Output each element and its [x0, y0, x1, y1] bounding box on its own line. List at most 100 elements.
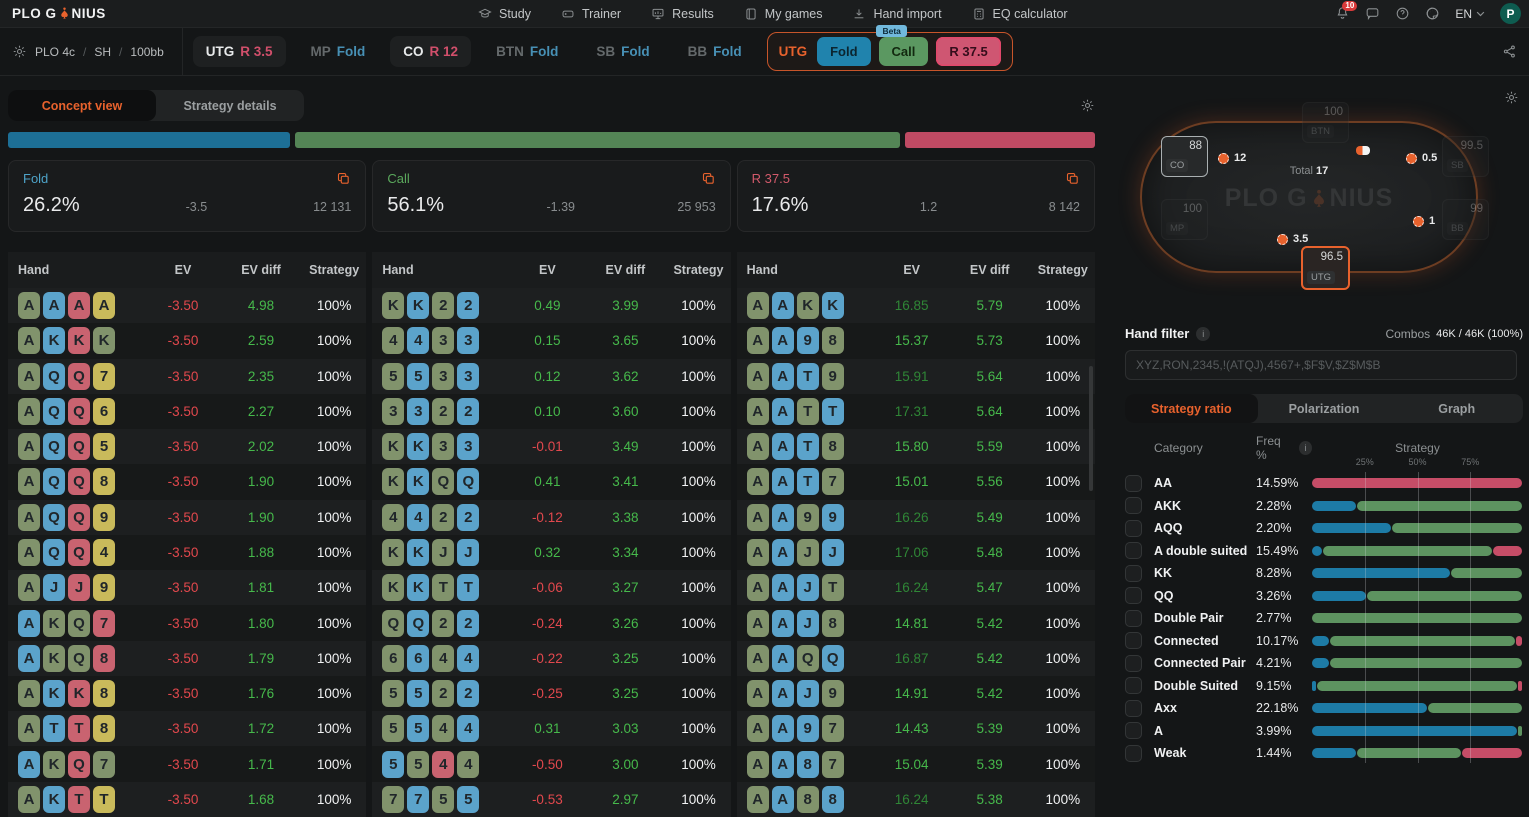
position-co[interactable]: CO R 12: [390, 36, 472, 67]
hand-row[interactable]: A A 9 7 14.43 5.39 100%: [736, 711, 1095, 747]
table-settings-gear-icon[interactable]: [1504, 90, 1519, 105]
hand-row[interactable]: A A J 9 14.91 5.42 100%: [736, 675, 1095, 712]
palette-icon[interactable]: [1425, 6, 1440, 21]
hand-row[interactable]: 5 5 2 2 -0.25 3.25 100%: [372, 675, 731, 712]
chat-icon[interactable]: [1365, 6, 1380, 21]
hand-row[interactable]: A A 8 8 16.24 5.38 100%: [736, 781, 1095, 817]
hand-row[interactable]: A K K 8 -3.50 1.76 100%: [8, 675, 367, 712]
breadcrumb-format[interactable]: SH: [94, 44, 112, 59]
checkbox[interactable]: [1125, 632, 1142, 650]
hand-row[interactable]: 5 5 4 4 0.31 3.03 100%: [372, 711, 731, 747]
info-icon[interactable]: i: [1298, 441, 1312, 455]
tab-graph[interactable]: Graph: [1438, 401, 1476, 416]
hand-row[interactable]: 6 6 4 4 -0.22 3.25 100%: [372, 640, 731, 676]
hand-row[interactable]: 4 4 2 2 -0.12 3.38 100%: [372, 499, 731, 535]
bell-icon[interactable]: 10: [1335, 1, 1358, 21]
action-call[interactable]: Call: [878, 37, 929, 66]
tab-strategy-details[interactable]: Strategy details: [183, 98, 277, 113]
hand-row[interactable]: K K 2 2 0.49 3.99 100%: [372, 288, 731, 324]
hand-row[interactable]: A Q Q 6 -3.50 2.27 100%: [8, 393, 367, 430]
concept-settings-gear-icon[interactable]: [1080, 98, 1095, 113]
hand-row[interactable]: A A Q Q 16.87 5.42 100%: [736, 640, 1095, 676]
checkbox[interactable]: [1125, 609, 1142, 627]
hand-row[interactable]: A J J 9 -3.50 1.81 100%: [8, 570, 367, 606]
copy-icon[interactable]: [336, 171, 351, 186]
hand-row[interactable]: A A T 8 15.80 5.59 100%: [736, 429, 1095, 465]
checkbox[interactable]: [1125, 699, 1142, 717]
hand-row[interactable]: K K T T -0.06 3.27 100%: [372, 570, 731, 606]
hand-row[interactable]: A Q Q 9 -3.50 1.90 100%: [8, 499, 367, 535]
hand-row[interactable]: 5 5 3 3 0.12 3.62 100%: [372, 358, 731, 394]
language-selector[interactable]: EN: [1455, 7, 1485, 21]
checkbox[interactable]: [1125, 474, 1142, 492]
copy-icon[interactable]: [1065, 171, 1080, 186]
hand-row[interactable]: A K Q 7 -3.50 1.80 100%: [8, 605, 367, 641]
hand-row[interactable]: A A J J 17.06 5.48 100%: [736, 534, 1095, 571]
avatar[interactable]: P: [1500, 3, 1521, 24]
hand-row[interactable]: A K Q 8 -3.50 1.79 100%: [8, 640, 367, 676]
tab-concept-view[interactable]: Concept view: [8, 90, 156, 121]
info-icon[interactable]: i: [1196, 326, 1211, 341]
hand-row[interactable]: A A 8 7 15.04 5.39 100%: [736, 746, 1095, 782]
hand-row[interactable]: A A 9 9 16.26 5.49 100%: [736, 499, 1095, 535]
seat-btn[interactable]: 100 BTN: [1302, 102, 1349, 143]
checkbox[interactable]: [1125, 744, 1142, 762]
seat-co[interactable]: 88 CO: [1161, 136, 1208, 177]
tab-polarization[interactable]: Polarization: [1288, 401, 1360, 416]
breadcrumb-stack[interactable]: 100bb: [130, 44, 164, 59]
hand-row[interactable]: 4 4 3 3 0.15 3.65 100%: [372, 323, 731, 359]
position-mp[interactable]: MP Fold: [298, 36, 379, 67]
nav-item-study[interactable]: Study: [478, 7, 531, 21]
nav-item-my-games[interactable]: My games: [744, 7, 822, 21]
hand-row[interactable]: K K 3 3 -0.01 3.49 100%: [372, 429, 731, 465]
hand-row[interactable]: A Q Q 4 -3.50 1.88 100%: [8, 534, 367, 571]
checkbox[interactable]: [1125, 677, 1142, 695]
nav-item-eq-calculator[interactable]: EQ calculator: [972, 7, 1068, 21]
copy-icon[interactable]: [701, 171, 716, 186]
seat-sb[interactable]: 99.5 SB: [1442, 136, 1489, 177]
checkbox[interactable]: [1125, 587, 1142, 605]
hand-row[interactable]: K K J J 0.32 3.34 100%: [372, 534, 731, 571]
hand-row[interactable]: A A T 9 15.91 5.64 100%: [736, 358, 1095, 394]
checkbox[interactable]: [1125, 564, 1142, 582]
hand-row[interactable]: A Q Q 8 -3.50 1.90 100%: [8, 464, 367, 500]
seat-utg[interactable]: 96.5 UTG: [1301, 246, 1350, 290]
checkbox[interactable]: [1125, 654, 1142, 672]
hand-row[interactable]: A A 9 8 15.37 5.73 100%: [736, 323, 1095, 359]
checkbox[interactable]: [1125, 497, 1142, 515]
hand-row[interactable]: A K T T -3.50 1.68 100%: [8, 781, 367, 817]
nav-item-trainer[interactable]: Trainer: [561, 7, 621, 21]
share-icon[interactable]: [1502, 44, 1517, 59]
position-bb[interactable]: BB Fold: [675, 36, 755, 67]
hand-row[interactable]: 7 7 5 5 -0.53 2.97 100%: [372, 781, 731, 817]
action-fold[interactable]: Fold: [817, 37, 871, 66]
nav-item-hand-import[interactable]: Hand import Beta: [852, 7, 942, 37]
hand-row[interactable]: A A J 8 14.81 5.42 100%: [736, 605, 1095, 641]
hand-row[interactable]: A K K K -3.50 2.59 100%: [8, 323, 367, 359]
seat-bb[interactable]: 99 BB: [1442, 199, 1489, 240]
logo[interactable]: PLO G NIUS: [12, 6, 106, 21]
hand-row[interactable]: A Q Q 7 -3.50 2.35 100%: [8, 358, 367, 394]
table-scrollbar[interactable]: [1089, 366, 1093, 491]
hand-row[interactable]: A A J T 16.24 5.47 100%: [736, 570, 1095, 606]
hand-row[interactable]: 5 5 4 4 -0.50 3.00 100%: [372, 746, 731, 782]
position-btn[interactable]: BTN Fold: [483, 36, 571, 67]
hand-row[interactable]: 3 3 2 2 0.10 3.60 100%: [372, 393, 731, 430]
action-r-37-5[interactable]: R 37.5: [936, 37, 1001, 66]
breadcrumb-game[interactable]: PLO 4c: [35, 44, 76, 59]
seat-mp[interactable]: 100 MP: [1161, 199, 1208, 240]
nav-item-results[interactable]: Results: [651, 7, 714, 21]
hand-filter-input[interactable]: [1125, 350, 1517, 380]
hand-row[interactable]: Q Q 2 2 -0.24 3.26 100%: [372, 605, 731, 641]
checkbox[interactable]: [1125, 722, 1142, 740]
hand-row[interactable]: A A T T 17.31 5.64 100%: [736, 393, 1095, 430]
hand-row[interactable]: A T T 8 -3.50 1.72 100%: [8, 711, 367, 747]
hand-row[interactable]: A A A A -3.50 4.98 100%: [8, 288, 367, 324]
hand-row[interactable]: A A T 7 15.01 5.56 100%: [736, 464, 1095, 500]
checkbox[interactable]: [1125, 519, 1142, 537]
hand-row[interactable]: A Q Q 5 -3.50 2.02 100%: [8, 429, 367, 465]
help-icon[interactable]: [1395, 6, 1410, 21]
checkbox[interactable]: [1125, 542, 1142, 560]
hand-row[interactable]: K K Q Q 0.41 3.41 100%: [372, 464, 731, 500]
tab-strategy-ratio[interactable]: Strategy ratio: [1125, 394, 1258, 423]
